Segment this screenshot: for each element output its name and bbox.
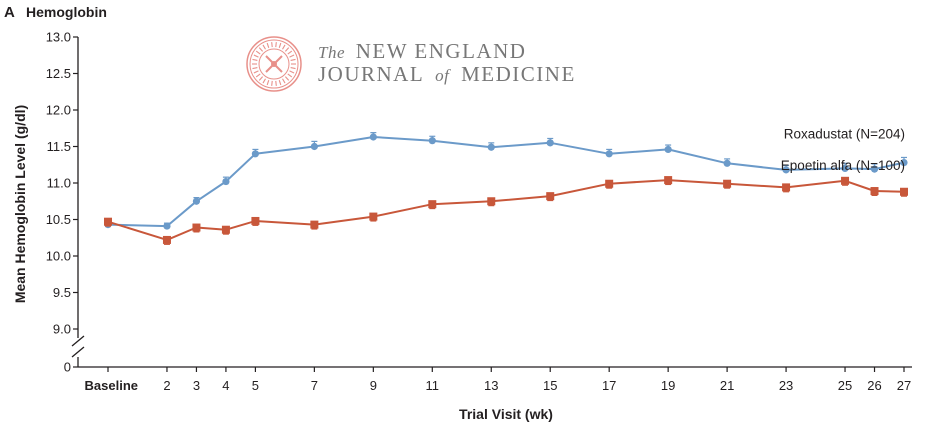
- data-point: [900, 187, 908, 196]
- data-point: [104, 217, 112, 226]
- axis-break-mark: [71, 335, 85, 347]
- data-point: [841, 176, 850, 185]
- x-tick-label: 3: [193, 378, 200, 393]
- x-tick-label: 11: [426, 378, 440, 393]
- x-tick-label: 13: [484, 378, 498, 393]
- data-point: [251, 216, 260, 225]
- data-point: [605, 150, 613, 158]
- data-point: [546, 192, 555, 201]
- nejm-of: of: [435, 66, 451, 85]
- data-point: [546, 139, 554, 147]
- series-epoetin-alfa: Epoetin alfa (N=100): [104, 158, 908, 245]
- data-point: [163, 222, 171, 230]
- x-tick-label: 9: [370, 378, 377, 393]
- nejm-watermark: The NEW ENGLAND JOURNAL of MEDICINE: [246, 36, 576, 92]
- data-point: [428, 200, 437, 209]
- x-tick-label: 26: [867, 378, 881, 393]
- axis-break-mark: [71, 346, 85, 358]
- panel-letter: A: [4, 4, 15, 21]
- x-tick-label: 2: [163, 378, 170, 393]
- data-point: [428, 137, 436, 145]
- data-point: [162, 235, 171, 244]
- data-point: [900, 158, 908, 167]
- data-point: [369, 212, 378, 221]
- x-tick-label: 7: [311, 378, 318, 393]
- x-tick-label: 25: [838, 378, 852, 393]
- data-point: [782, 166, 790, 174]
- x-axis-title: Trial Visit (wk): [459, 406, 553, 422]
- x-tick-label: 15: [543, 378, 557, 393]
- nejm-journal: JOURNAL: [318, 62, 423, 86]
- data-point: [487, 143, 495, 151]
- x-tick-label: 17: [602, 378, 616, 393]
- panel-title: Hemoglobin: [26, 4, 107, 20]
- data-point: [723, 179, 732, 188]
- x-axis: Baseline 2 3 4 5 7 9 11 13 15 17 19 21 23 25 26 27: [78, 366, 912, 393]
- data-point: [870, 187, 879, 196]
- nejm-the: The: [318, 43, 345, 62]
- data-point: [251, 150, 260, 158]
- y-tick-label: 10.0: [46, 249, 71, 264]
- data-point: [192, 223, 201, 232]
- y-tick-label: 11.0: [47, 176, 71, 191]
- data-point: [221, 225, 230, 234]
- data-point: [192, 197, 201, 205]
- nejm-seal-icon: [246, 36, 302, 92]
- series-label: Roxadustat (N=204): [784, 127, 905, 142]
- data-point: [310, 220, 319, 229]
- data-point: [222, 177, 230, 186]
- data-point: [664, 176, 673, 185]
- data-point: [664, 145, 672, 154]
- nejm-new-england: NEW ENGLAND: [356, 39, 527, 63]
- data-point: [487, 197, 496, 206]
- data-point: [782, 183, 791, 192]
- y-tick-label: 11.5: [47, 139, 71, 154]
- x-tick-label: Baseline: [85, 378, 138, 393]
- data-point: [605, 179, 614, 188]
- x-tick-label: 27: [897, 378, 911, 393]
- series-roxadustat: Roxadustat (N=204): [104, 127, 908, 230]
- x-tick-label: 23: [779, 378, 793, 393]
- y-tick-label: 12.5: [46, 66, 71, 81]
- nejm-title-line1: The NEW ENGLAND: [318, 39, 526, 63]
- data-point: [369, 133, 377, 141]
- data-point: [870, 165, 879, 173]
- nejm-medicine: MEDICINE: [461, 62, 576, 86]
- y-tick-label: 9.0: [53, 322, 71, 337]
- data-point: [841, 164, 849, 172]
- data-point: [723, 159, 731, 167]
- y-axis-title: Mean Hemoglobin Level (g/dl): [12, 105, 28, 303]
- y-tick-label: 9.5: [53, 285, 71, 300]
- y-tick-label: 13.0: [46, 30, 71, 45]
- x-tick-label: 5: [252, 378, 259, 393]
- x-tick-label: 21: [720, 378, 734, 393]
- y-tick-label: 12.0: [46, 103, 71, 118]
- nejm-title-line2: JOURNAL of MEDICINE: [318, 62, 576, 86]
- series-layer: Roxadustat (N=204) Epoetin alfa (N=100): [104, 127, 908, 245]
- series-label: Epoetin alfa (N=100): [781, 158, 905, 173]
- data-point: [310, 142, 318, 151]
- y-tick-label: 10.5: [46, 212, 71, 227]
- x-tick-label: 4: [222, 378, 229, 393]
- x-tick-label: 19: [661, 378, 675, 393]
- y-axis: 13.0 12.5 12.0 11.5 11.0 10.5 10.0 9.5 9.0 0: [46, 30, 85, 375]
- y-tick-label: 0: [64, 360, 71, 375]
